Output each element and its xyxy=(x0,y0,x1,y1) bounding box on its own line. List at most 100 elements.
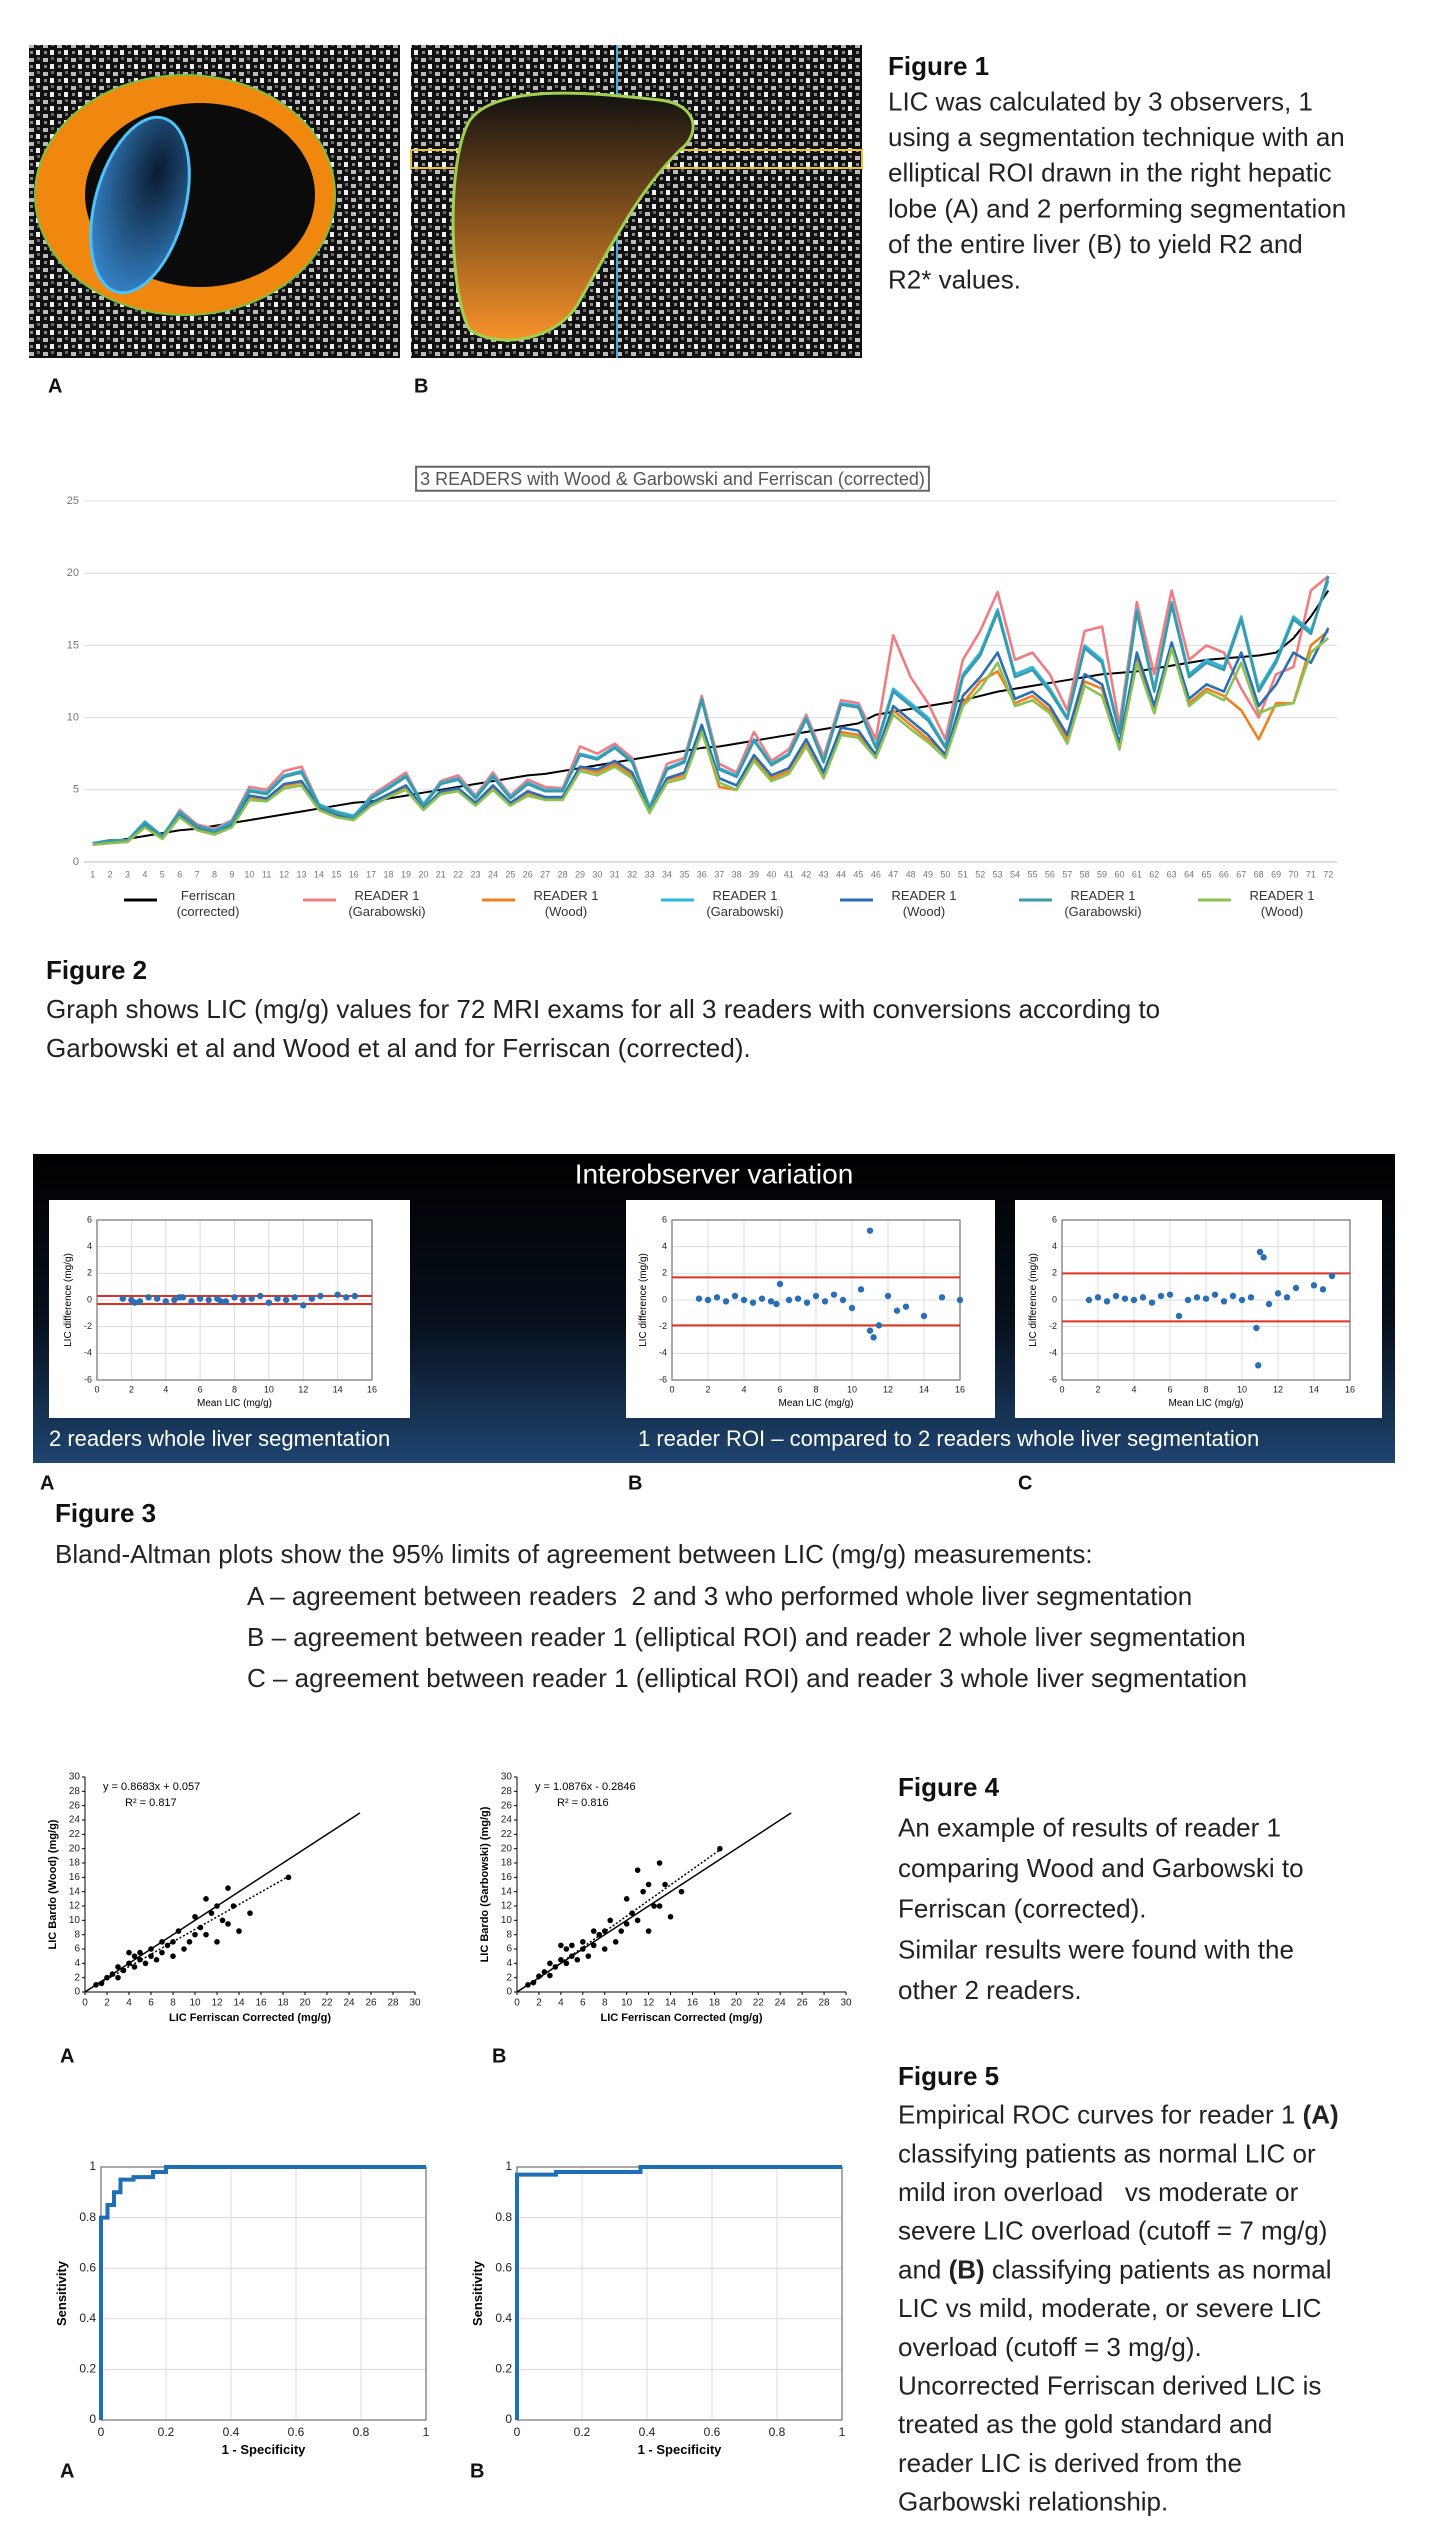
caption-line: elliptical ROI drawn in the right hepati… xyxy=(888,158,1332,188)
plot-frame xyxy=(1061,1219,1351,1381)
x-tick-label: 68 xyxy=(1254,869,1264,879)
plot-frame xyxy=(516,2166,843,2421)
data-point xyxy=(618,1928,624,1934)
data-point xyxy=(558,1942,564,1949)
x-tick-label: 16 xyxy=(349,869,359,879)
y-tick-label: 2 xyxy=(506,1972,512,1983)
data-point xyxy=(651,1903,657,1909)
x-axis-label: LIC Ferriscan Corrected (mg/g) xyxy=(169,2012,331,2024)
caption-line: using a segmentation technique with an xyxy=(888,122,1345,152)
y-tick-label: 10 xyxy=(67,712,79,724)
data-point xyxy=(231,1294,238,1301)
y-tick-label: 15 xyxy=(67,639,79,651)
data-point xyxy=(1229,1292,1237,1300)
trend-equation: y = 0.8683x + 0.057 xyxy=(103,1781,200,1793)
panel-label: B xyxy=(628,1472,642,1494)
y-tick-label: 8 xyxy=(506,1929,512,1940)
data-point xyxy=(219,1917,226,1924)
caption-line: R2* values. xyxy=(888,264,1021,294)
data-point xyxy=(839,1296,847,1304)
x-tick-label: 4 xyxy=(558,1998,564,2009)
y-tick-label: 4 xyxy=(662,1241,667,1251)
data-point xyxy=(274,1295,281,1302)
y-tick-label: 6 xyxy=(74,1944,80,1955)
caption-line: Garbowski relationship. xyxy=(898,2487,1168,2517)
x-tick-label: 2 xyxy=(1095,1384,1100,1394)
x-tick-label: 0.8 xyxy=(353,2425,370,2439)
series-line xyxy=(92,575,1330,845)
data-point xyxy=(1220,1298,1228,1305)
x-tick-label: 12 xyxy=(1273,1384,1283,1394)
data-point xyxy=(1157,1292,1165,1300)
plot-frame xyxy=(100,2166,427,2421)
panel-label: B xyxy=(414,375,428,397)
x-tick-label: 6 xyxy=(777,1384,782,1394)
x-tick-label: 12 xyxy=(279,869,289,879)
data-point xyxy=(1211,1291,1219,1298)
mri-image-a xyxy=(29,45,400,358)
data-point xyxy=(1193,1294,1201,1301)
caption-line: Similar results were found with the xyxy=(898,1934,1294,1964)
data-point xyxy=(317,1292,324,1300)
legend-entry: READER 1 (Wood) xyxy=(533,888,598,919)
caption-line: An example of results of reader 1 xyxy=(898,1812,1281,1842)
data-point xyxy=(159,1939,165,1945)
data-point xyxy=(558,1956,564,1963)
x-tick-label: 24 xyxy=(343,1998,355,2009)
figure-heading: Figure 4 xyxy=(898,1772,1000,1802)
data-point xyxy=(148,1953,154,1959)
legend-entry: READER 1 (Wood) xyxy=(891,888,956,919)
y-tick-label: 2 xyxy=(87,1268,92,1278)
x-tick-label: 64 xyxy=(1184,869,1194,879)
caption-segment: and xyxy=(898,2254,949,2284)
identity-line xyxy=(516,1812,792,1993)
data-point xyxy=(893,1307,901,1314)
y-tick-label: 0 xyxy=(506,1987,512,1998)
legend-label: Ferriscan (corrected) xyxy=(176,888,240,919)
series-line xyxy=(92,575,1330,846)
data-point xyxy=(1166,1291,1174,1298)
x-tick-label: 71 xyxy=(1306,869,1316,879)
y-axis-label: LIC difference (mg/g) xyxy=(1028,1253,1039,1347)
x-tick-label: 66 xyxy=(1219,869,1229,879)
data-point xyxy=(300,1302,307,1309)
data-point xyxy=(590,1942,597,1949)
x-tick-label: 8 xyxy=(232,1384,237,1394)
x-tick-label: 8 xyxy=(1203,1384,1208,1394)
x-tick-label: 10 xyxy=(621,1998,633,2009)
x-tick-label: 0 xyxy=(1059,1384,1064,1394)
y-tick-label: 6 xyxy=(506,1944,512,1955)
y-tick-label: 4 xyxy=(506,1958,512,1969)
data-point xyxy=(758,1295,766,1302)
series-line xyxy=(92,589,1330,846)
y-tick-label: 16 xyxy=(501,1872,513,1883)
data-point xyxy=(870,1334,877,1341)
x-tick-label: 51 xyxy=(958,869,968,879)
x-tick-label: 15 xyxy=(331,869,341,879)
y-tick-label: 14 xyxy=(501,1886,513,1897)
x-tick-label: 53 xyxy=(993,869,1003,879)
x-tick-label: 70 xyxy=(1288,869,1298,879)
r-squared: R² = 0.817 xyxy=(125,1797,177,1809)
data-point xyxy=(104,1974,110,1981)
data-point xyxy=(115,1964,121,1970)
caption-segment: classifying patients as normal xyxy=(985,2254,1332,2284)
data-point xyxy=(175,1928,182,1934)
legend-entry: READER 1 (Garabowski) xyxy=(348,888,425,919)
x-tick-label: 6 xyxy=(198,1384,203,1394)
data-point xyxy=(884,1292,892,1300)
y-tick-label: 22 xyxy=(501,1829,513,1840)
x-tick-label: 20 xyxy=(418,869,428,879)
title-box xyxy=(415,465,930,492)
x-tick-label: 16 xyxy=(1345,1384,1355,1394)
data-point xyxy=(645,1881,652,1888)
data-point xyxy=(170,1953,176,1959)
x-axis-label: Mean LIC (mg/g) xyxy=(1168,1398,1243,1409)
y-tick-label: 24 xyxy=(501,1815,513,1826)
x-tick-label: 22 xyxy=(453,869,463,879)
data-point xyxy=(131,1953,138,1959)
data-point xyxy=(1202,1295,1210,1302)
data-point xyxy=(634,1917,641,1924)
x-tick-label: 0 xyxy=(82,1998,88,2009)
data-point xyxy=(196,1295,204,1302)
